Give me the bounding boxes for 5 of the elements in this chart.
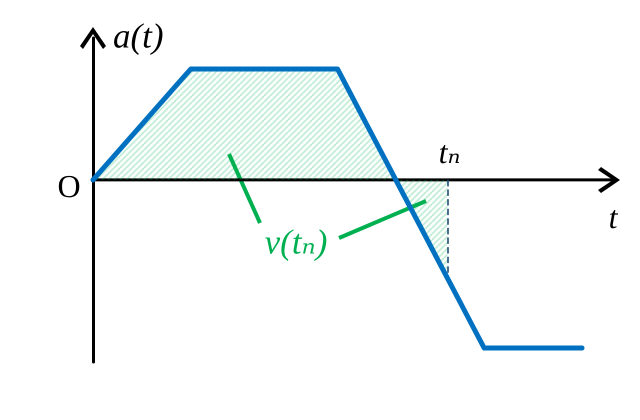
series-label: v(tₙ) [264, 222, 328, 262]
annotation: tₙ [438, 134, 460, 170]
y-axis-title: a(t) [113, 16, 164, 56]
x-axis-title: t [608, 198, 619, 235]
text: O [57, 168, 81, 204]
